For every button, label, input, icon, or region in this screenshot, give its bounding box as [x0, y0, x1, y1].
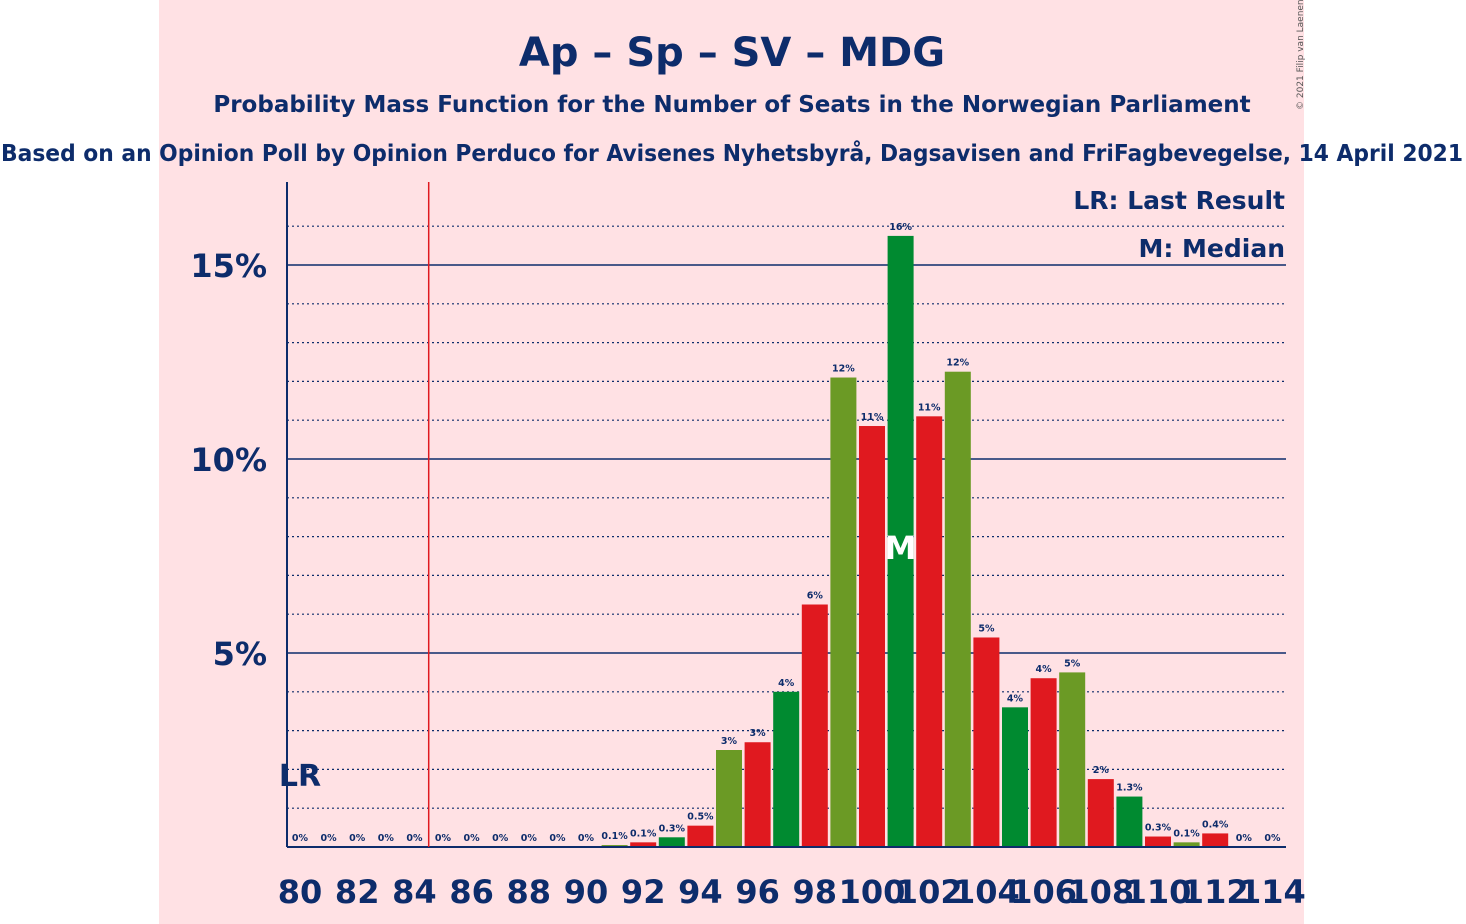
bar-label-seat-81: 0% [321, 833, 338, 844]
bar-label-seat-107: 5% [1064, 658, 1081, 669]
x-tick-label: 100 [839, 873, 906, 911]
bar-label-seat-92: 0.1% [630, 828, 657, 839]
bar-label-seat-106: 4% [1036, 664, 1053, 675]
axes [286, 182, 1286, 848]
bar-label-seat-87: 0% [492, 833, 509, 844]
bar-seat-101 [887, 235, 914, 847]
chart-subtitle: Probability Mass Function for the Number… [213, 92, 1250, 118]
bar-seat-100 [859, 426, 885, 847]
bar-label-seat-96: 3% [750, 728, 767, 739]
x-tick-label: 110 [1125, 873, 1192, 911]
x-tick-label: 92 [621, 873, 666, 911]
bar-seat-107 [1059, 672, 1086, 847]
y-tick-label: 10% [190, 441, 267, 479]
bar-label-seat-103: 12% [946, 358, 969, 369]
bar-seat-103 [944, 371, 971, 847]
x-tick-label: 88 [507, 873, 552, 911]
bar-seat-98 [801, 604, 828, 847]
x-tick-label: 90 [564, 873, 609, 911]
bar-label-seat-104: 5% [978, 623, 995, 634]
bar-label-seat-83: 0% [378, 833, 395, 844]
bar-label-seat-89: 0% [549, 833, 566, 844]
bar-seat-102 [916, 416, 943, 847]
x-tick-label: 86 [449, 873, 494, 911]
bar-seat-106 [1030, 678, 1057, 847]
x-tick-label: 82 [335, 873, 380, 911]
x-tick-label: 80 [278, 873, 323, 911]
bar-seat-110 [1145, 836, 1171, 847]
bar-seat-93 [658, 837, 685, 847]
bar-seat-109 [1116, 796, 1143, 847]
bar-seat-92 [630, 842, 657, 847]
legend-median: M: Median [1138, 234, 1285, 263]
bar-label-seat-113: 0% [1236, 833, 1253, 844]
bar-labels-group: 0% 0% 0% 0% 0% 0% 0% 0% 0% 0% 0% 0.1% 0.1% 0.3%0.5%3%… [292, 222, 1281, 844]
x-tick-label: 114 [1239, 873, 1306, 911]
bar-label-seat-105: 4% [1007, 693, 1024, 704]
bar-seat-97 [773, 691, 800, 847]
bar-label-seat-85: 0% [435, 833, 452, 844]
chart-title: Ap – Sp – SV – MDG [519, 30, 945, 76]
chart-source: Based on an Opinion Poll by Opinion Perd… [1, 140, 1463, 167]
bar-seat-95 [716, 750, 742, 847]
bar-label-seat-90: 0% [578, 833, 595, 844]
bar-label-seat-80: 0% [292, 833, 309, 844]
median-label: M [885, 529, 917, 567]
bar-label-seat-94: 0.5% [687, 812, 714, 823]
bar-seat-94 [687, 825, 714, 847]
x-tick-label: 98 [793, 873, 838, 911]
x-tick-label: 94 [678, 873, 723, 911]
bar-label-seat-88: 0% [521, 833, 538, 844]
gridlines [287, 225, 1286, 809]
bar-label-seat-91: 0.1% [601, 831, 628, 842]
x-tick-labels: 80 82 84 86 88 90 92 94 96 98 10010210410610811011… [278, 873, 1306, 911]
bar-label-seat-112: 0.4% [1202, 819, 1229, 830]
x-tick-label: 108 [1067, 873, 1134, 911]
bar-label-seat-95: 3% [721, 736, 738, 747]
bar-label-seat-109: 1.3% [1116, 783, 1143, 794]
bar-seat-111 [1173, 842, 1200, 847]
bar-label-seat-100: 11% [861, 412, 884, 423]
bar-seat-112 [1202, 833, 1229, 847]
x-tick-label: 96 [735, 873, 780, 911]
bar-label-seat-99: 12% [832, 364, 855, 375]
x-tick-label: 112 [1182, 873, 1249, 911]
bar-label-seat-97: 4% [778, 678, 795, 689]
markers: LR M [279, 182, 917, 847]
copyright-text: © 2021 Filip van Laenen [1296, 0, 1306, 110]
legend-last-result: LR: Last Result [1073, 186, 1285, 215]
bar-label-seat-102: 11% [918, 402, 941, 413]
bar-label-seat-82: 0% [349, 833, 366, 844]
bar-label-seat-93: 0.3% [659, 823, 686, 834]
x-tick-label: 102 [896, 873, 963, 911]
bar-label-seat-114: 0% [1264, 833, 1281, 844]
x-tick-label: 84 [392, 873, 437, 911]
y-tick-label: 15% [190, 247, 267, 285]
bar-label-seat-98: 6% [807, 591, 824, 602]
last-result-label: LR [279, 759, 321, 794]
bars-group [601, 235, 1229, 847]
bar-seat-96 [744, 742, 771, 847]
bar-seat-99 [830, 377, 857, 847]
x-tick-label: 106 [1010, 873, 1077, 911]
bar-label-seat-110: 0.3% [1145, 823, 1172, 834]
bar-seat-105 [1002, 707, 1028, 847]
bar-label-seat-86: 0% [464, 833, 481, 844]
y-tick-labels: 5% 10% 15% [190, 247, 267, 673]
bar-label-seat-108: 2% [1093, 765, 1110, 776]
bar-label-seat-84: 0% [406, 833, 423, 844]
bar-seat-104 [973, 637, 1000, 847]
bar-label-seat-111: 0.1% [1173, 828, 1200, 839]
bar-seat-108 [1087, 779, 1114, 847]
y-tick-label: 5% [213, 635, 267, 673]
bar-label-seat-101: 16% [889, 222, 912, 233]
x-tick-label: 104 [953, 873, 1020, 911]
